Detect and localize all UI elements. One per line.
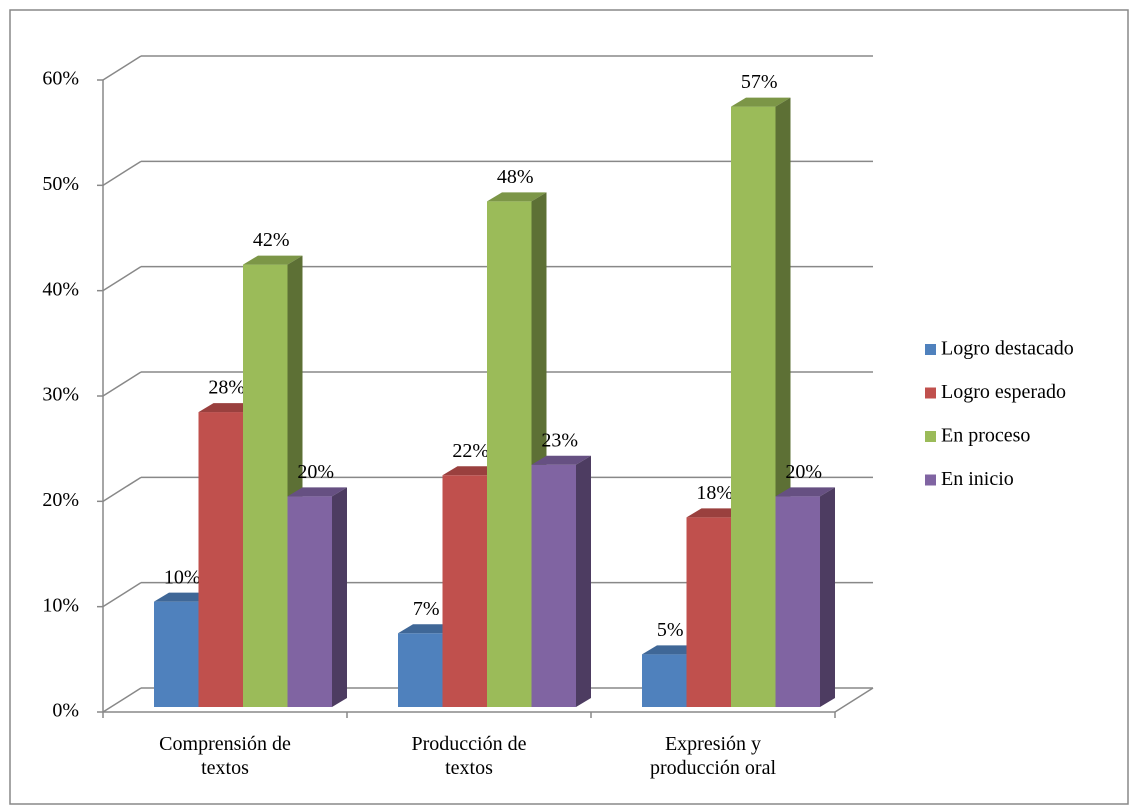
legend-label: En proceso: [941, 425, 1030, 447]
bar-side: [332, 487, 347, 707]
bar-side: [576, 455, 591, 707]
data-label: 10%: [164, 566, 201, 588]
bar-front: [731, 106, 776, 708]
grid-line-side: [102, 371, 142, 397]
grid-line-side: [102, 266, 142, 292]
bar-front: [442, 475, 487, 707]
x-tick-label: Comprensión de textos: [159, 733, 291, 779]
bar-front: [531, 464, 576, 707]
data-label: 57%: [741, 71, 778, 93]
x-tick-label: Expresión y producción oral: [649, 733, 777, 779]
bar: [531, 455, 591, 707]
data-label: 20%: [785, 461, 822, 483]
data-label: 18%: [696, 482, 733, 504]
bar-front: [243, 264, 288, 707]
data-label: 23%: [541, 429, 578, 451]
data-label: 20%: [297, 461, 334, 483]
chart-frame: [9, 9, 1129, 805]
bar-front: [487, 201, 532, 707]
y-tick-label: 60%: [42, 68, 79, 90]
data-label: 7%: [413, 598, 440, 620]
data-label: 42%: [253, 229, 290, 251]
y-tick-label: 0%: [52, 700, 79, 722]
floor-edge: [834, 687, 874, 713]
bar-front: [642, 654, 687, 707]
bar-top: [731, 97, 791, 107]
bar-side: [820, 487, 835, 707]
data-label: 48%: [497, 166, 534, 188]
grid-line-side: [102, 55, 142, 81]
data-label: 5%: [657, 619, 684, 641]
bar-top: [243, 255, 303, 265]
legend-swatch: [925, 474, 936, 486]
grid-line-side: [102, 160, 142, 186]
data-label: 22%: [452, 440, 489, 462]
legend-swatch: [925, 344, 936, 355]
bar-front: [198, 412, 243, 707]
legend-label: En inicio: [941, 468, 1014, 490]
grid-line-side: [102, 476, 142, 502]
bar-front: [287, 496, 332, 707]
y-tick-label: 50%: [42, 173, 79, 195]
grid-line-side: [102, 582, 142, 608]
bar-top: [531, 455, 591, 465]
bar-front: [775, 496, 820, 707]
y-tick-label: 10%: [42, 594, 79, 616]
bar-front: [154, 601, 199, 707]
bar-top: [775, 487, 835, 497]
legend-label: Logro destacado: [941, 338, 1074, 360]
bar: [775, 487, 835, 707]
bar-top: [287, 487, 347, 497]
y-tick-label: 20%: [42, 489, 79, 511]
bar-front: [398, 633, 443, 707]
legend-swatch: [925, 431, 936, 442]
legend-label: Logro esperado: [941, 381, 1066, 403]
y-tick-label: 40%: [42, 278, 79, 300]
data-label: 28%: [208, 377, 245, 399]
bar-top: [487, 192, 547, 202]
y-tick-label: 30%: [42, 384, 79, 406]
grid-line-side: [102, 687, 142, 713]
legend-swatch: [925, 387, 936, 399]
x-tick-label: Producción de textos: [411, 733, 527, 779]
bar-front: [686, 517, 731, 707]
bar: [287, 487, 347, 707]
